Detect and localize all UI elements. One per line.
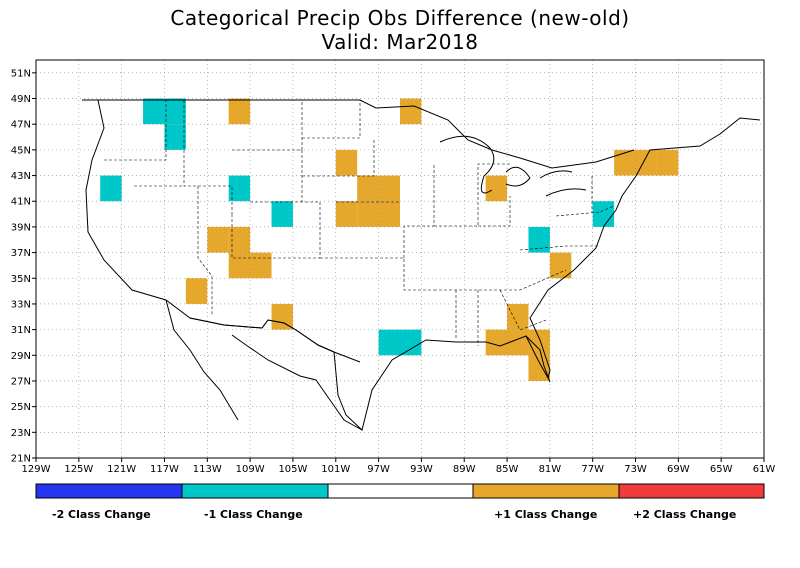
- category-cells: [100, 98, 679, 381]
- cell-minus1: [164, 98, 186, 125]
- cell-plus1: [228, 98, 251, 125]
- lat-tick-label: 35N: [11, 274, 31, 285]
- coastlines-and-borders: [82, 99, 761, 431]
- latitude-labels: 21N 23N 25N 27N 29N 31N 33N 35N 37N 39N 41N 43N 45N 4…: [11, 68, 31, 464]
- lon-tick-label: 109W: [236, 464, 265, 475]
- great-lakes: [439, 135, 587, 197]
- lat-tick-label: 47N: [11, 120, 31, 131]
- lat-tick-label: 41N: [11, 197, 31, 208]
- lat-tick-label: 27N: [11, 376, 31, 387]
- mexico-border: [189, 317, 361, 363]
- legend-swatch-zero: [327, 483, 474, 499]
- lon-tick-label: 97W: [367, 464, 390, 475]
- cell-plus1: [507, 303, 529, 330]
- cell-plus1: [378, 201, 400, 227]
- cell-minus1: [228, 175, 251, 202]
- longitude-labels: 129W 125W 121W 117W 113W 109W 105W 101W 97W 93W 89…: [22, 464, 776, 475]
- lat-tick-label: 51N: [11, 68, 31, 79]
- lon-tick-label: 113W: [193, 464, 222, 475]
- cell-plus1: [228, 252, 251, 279]
- lon-tick-label: 89W: [453, 464, 476, 475]
- cell-plus1: [357, 175, 379, 202]
- cell-plus1: [207, 226, 229, 253]
- lon-tick-label: 85W: [496, 464, 519, 475]
- lon-tick-label: 65W: [710, 464, 733, 475]
- lon-tick-label: 101W: [321, 464, 350, 475]
- cell-plus1: [250, 252, 272, 279]
- us-outline: [85, 99, 761, 431]
- lat-tick-label: 33N: [11, 299, 31, 310]
- lon-tick-label: 73W: [624, 464, 647, 475]
- legend-label-plus1: +1 Class Change: [494, 508, 598, 521]
- lon-tick-label: 129W: [22, 464, 51, 475]
- cell-minus1: [592, 201, 615, 227]
- state-borders: [104, 100, 615, 346]
- cell-minus1: [100, 175, 122, 202]
- cell-minus1: [143, 98, 165, 125]
- lon-tick-label: 61W: [753, 464, 776, 475]
- map-frame: [35, 59, 765, 459]
- lat-tick-label: 31N: [11, 325, 31, 336]
- cell-plus1: [185, 278, 208, 304]
- legend-label-plus2: +2 Class Change: [633, 508, 737, 521]
- lat-tick-label: 25N: [11, 402, 31, 413]
- cell-plus1: [378, 175, 400, 202]
- lon-tick-label: 121W: [107, 464, 136, 475]
- lat-tick-label: 29N: [11, 351, 31, 362]
- legend-label-minus1: -1 Class Change: [204, 508, 303, 521]
- lat-tick-label: 49N: [11, 94, 31, 105]
- cell-plus1: [528, 355, 550, 381]
- cell-minus1: [528, 226, 550, 253]
- florida: [525, 335, 551, 383]
- map-valid-date: Valid: Mar2018: [321, 30, 479, 54]
- lon-tick-label: 81W: [539, 464, 562, 475]
- cell-plus1: [335, 201, 358, 227]
- cell-plus1: [635, 149, 657, 176]
- legend-swatch-minus1: [181, 483, 329, 499]
- cell-plus1: [335, 149, 358, 176]
- lon-tick-label: 105W: [278, 464, 307, 475]
- lat-tick-label: 39N: [11, 222, 31, 233]
- cell-plus1: [528, 329, 550, 356]
- lon-tick-label: 117W: [150, 464, 179, 475]
- lon-tick-label: 69W: [667, 464, 690, 475]
- cell-plus1: [549, 252, 572, 279]
- legend-swatch-minus2: [35, 483, 183, 499]
- cell-plus1: [614, 149, 636, 176]
- baja-california: [165, 299, 239, 421]
- cell-minus1: [378, 329, 400, 356]
- legend-swatch-plus2: [618, 483, 765, 499]
- lat-tick-label: 23N: [11, 428, 31, 439]
- lat-tick-label: 45N: [11, 145, 31, 156]
- cell-plus1: [357, 201, 379, 227]
- cell-plus1: [400, 98, 422, 125]
- cell-minus1: [164, 124, 186, 150]
- lat-tick-label: 37N: [11, 248, 31, 259]
- lon-tick-label: 93W: [410, 464, 433, 475]
- mexico-gulf-coast: [231, 334, 363, 431]
- cell-plus1: [271, 303, 293, 330]
- lon-tick-label: 125W: [64, 464, 93, 475]
- canada-border: [82, 99, 635, 169]
- cell-plus1: [485, 329, 508, 356]
- map-title: Categorical Precip Obs Difference (new-o…: [170, 6, 630, 30]
- cell-plus1: [485, 175, 508, 202]
- cell-plus1: [656, 149, 679, 176]
- cell-plus1: [228, 226, 251, 253]
- lat-tick-label: 21N: [11, 454, 31, 465]
- graticule: [32, 60, 765, 462]
- legend-colorbar: [35, 483, 765, 499]
- legend-swatch-plus1: [472, 483, 620, 499]
- cell-plus1: [507, 329, 529, 356]
- cell-minus1: [400, 329, 422, 356]
- lat-tick-label: 43N: [11, 171, 31, 182]
- cell-minus1: [271, 201, 293, 227]
- legend-label-minus2: -2 Class Change: [52, 508, 151, 521]
- lon-tick-label: 77W: [581, 464, 604, 475]
